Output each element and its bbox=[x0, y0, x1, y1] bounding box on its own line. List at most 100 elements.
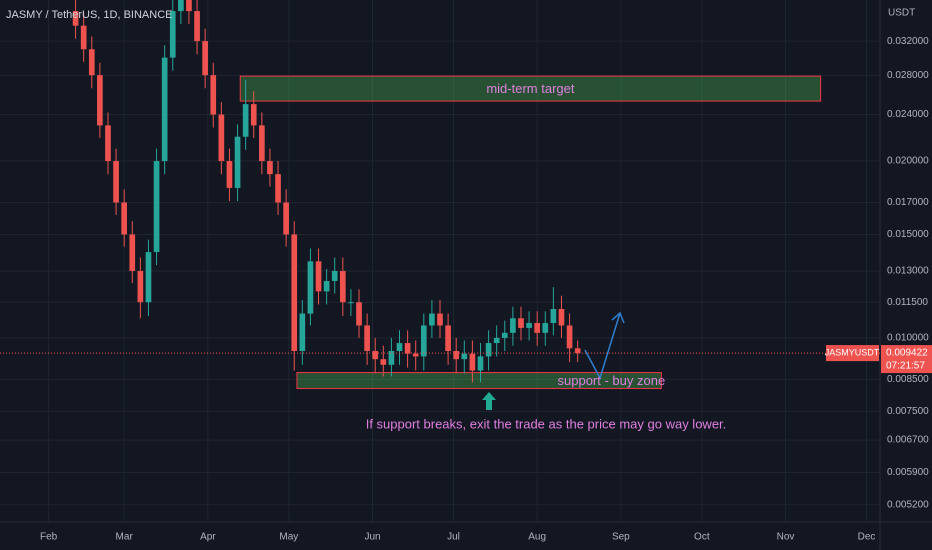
up-arrow-icon bbox=[482, 392, 496, 410]
candle-body bbox=[242, 104, 249, 137]
candle-body bbox=[429, 313, 435, 326]
candle-body bbox=[299, 313, 306, 351]
candle-body bbox=[477, 356, 484, 371]
candle-body bbox=[145, 252, 152, 303]
x-tick-label: Nov bbox=[777, 532, 795, 543]
candle-body bbox=[275, 174, 281, 203]
zone-label: mid-term target bbox=[486, 81, 575, 96]
candle-body bbox=[178, 0, 184, 12]
x-tick-label: Oct bbox=[694, 532, 710, 543]
x-tick-label: Aug bbox=[528, 532, 546, 543]
y-tick-label: 0.011500 bbox=[887, 297, 928, 308]
y-tick-label: 0.010000 bbox=[887, 333, 929, 344]
y-tick-label: 0.005200 bbox=[887, 499, 929, 510]
candle-body bbox=[283, 202, 289, 235]
candle-body bbox=[137, 270, 144, 303]
candle-body bbox=[574, 348, 581, 354]
y-unit: USDT bbox=[888, 8, 915, 19]
candle-body bbox=[97, 75, 103, 126]
y-tick-label: 0.013000 bbox=[887, 266, 929, 277]
candle-body bbox=[348, 302, 354, 304]
candle-body bbox=[453, 350, 460, 360]
candle-body bbox=[153, 161, 160, 253]
candle-body bbox=[404, 343, 411, 354]
axes: 0.032000 0.028000 0.024000 0.020000 0.017000… bbox=[40, 36, 929, 543]
y-tick-label: 0.006700 bbox=[887, 435, 929, 446]
candle-body bbox=[356, 302, 362, 326]
candle-body bbox=[129, 234, 136, 271]
x-tick-label: Feb bbox=[40, 532, 58, 543]
candle-body bbox=[396, 343, 403, 351]
candle-body bbox=[526, 323, 532, 328]
last-price-label: 0.009422 bbox=[886, 348, 928, 359]
candle-body bbox=[331, 270, 338, 281]
candles bbox=[72, 0, 581, 383]
candle-body bbox=[218, 114, 225, 162]
candle-body bbox=[493, 337, 500, 344]
y-tick-label: 0.024000 bbox=[887, 109, 929, 120]
annotation-note: If support breaks, exit the trade as the… bbox=[366, 416, 727, 431]
projection-arrow bbox=[584, 312, 621, 380]
y-tick-label: 0.008500 bbox=[887, 374, 929, 385]
candle-body bbox=[372, 350, 379, 360]
y-tick-label: 0.020000 bbox=[887, 156, 929, 167]
y-tick-label: 0.015000 bbox=[887, 229, 929, 240]
zones bbox=[239, 75, 822, 390]
candle-body bbox=[542, 323, 549, 333]
candle-body bbox=[80, 25, 87, 50]
symbol-label: JASMYUSDT bbox=[825, 347, 880, 357]
y-tick-label: 0.017000 bbox=[887, 197, 929, 208]
candle-body bbox=[550, 308, 557, 324]
candle-body bbox=[88, 49, 95, 76]
y-tick-label: 0.028000 bbox=[887, 70, 929, 81]
candle-body bbox=[339, 270, 346, 303]
candle-body bbox=[250, 104, 257, 126]
candle-body bbox=[566, 325, 573, 349]
candle-body bbox=[113, 161, 119, 203]
candle-body bbox=[380, 359, 387, 365]
candle-body bbox=[501, 332, 508, 338]
candle-body bbox=[323, 280, 330, 292]
candle-body bbox=[461, 353, 468, 360]
symbol-tag bbox=[826, 345, 879, 362]
candle-body bbox=[469, 353, 476, 371]
candle-body bbox=[388, 350, 395, 365]
candle-body bbox=[121, 202, 128, 235]
candle-body bbox=[226, 161, 233, 188]
candle-body bbox=[307, 261, 314, 314]
candle-body bbox=[161, 57, 168, 162]
candle-body bbox=[558, 308, 565, 326]
overlay bbox=[482, 311, 625, 410]
x-tick-label: Sep bbox=[612, 532, 630, 543]
x-tick-label: Mar bbox=[116, 532, 134, 543]
candle-body bbox=[210, 75, 217, 115]
y-tick-label: 0.005900 bbox=[887, 467, 929, 478]
price-tag bbox=[881, 345, 932, 374]
candle-body bbox=[105, 125, 111, 162]
x-tick-label: Apr bbox=[200, 532, 216, 543]
candle-body bbox=[72, 11, 79, 26]
chart-title: JASMY / TetherUS, 1D, BINANCE bbox=[6, 9, 172, 21]
candle-body bbox=[518, 318, 524, 328]
candle-body bbox=[534, 323, 541, 333]
countdown-label: 07:21:57 bbox=[886, 361, 925, 372]
candle-body bbox=[510, 318, 516, 333]
candle-body bbox=[291, 234, 298, 351]
zone-label: support - buy zone bbox=[558, 373, 666, 388]
x-tick-label: May bbox=[279, 532, 298, 543]
candle-body bbox=[412, 353, 419, 357]
candle-body bbox=[437, 313, 443, 326]
candle-body bbox=[267, 161, 273, 175]
candle-body bbox=[485, 343, 492, 357]
candle-body bbox=[445, 325, 451, 351]
zone-box bbox=[239, 75, 822, 102]
candle-body bbox=[420, 325, 427, 357]
candle-body bbox=[364, 325, 370, 351]
x-tick-label: Dec bbox=[858, 532, 876, 543]
x-tick-label: Jul bbox=[447, 532, 460, 543]
zone-box bbox=[296, 372, 662, 390]
y-tick-label: 0.007500 bbox=[887, 406, 929, 417]
candle-body bbox=[194, 11, 200, 42]
